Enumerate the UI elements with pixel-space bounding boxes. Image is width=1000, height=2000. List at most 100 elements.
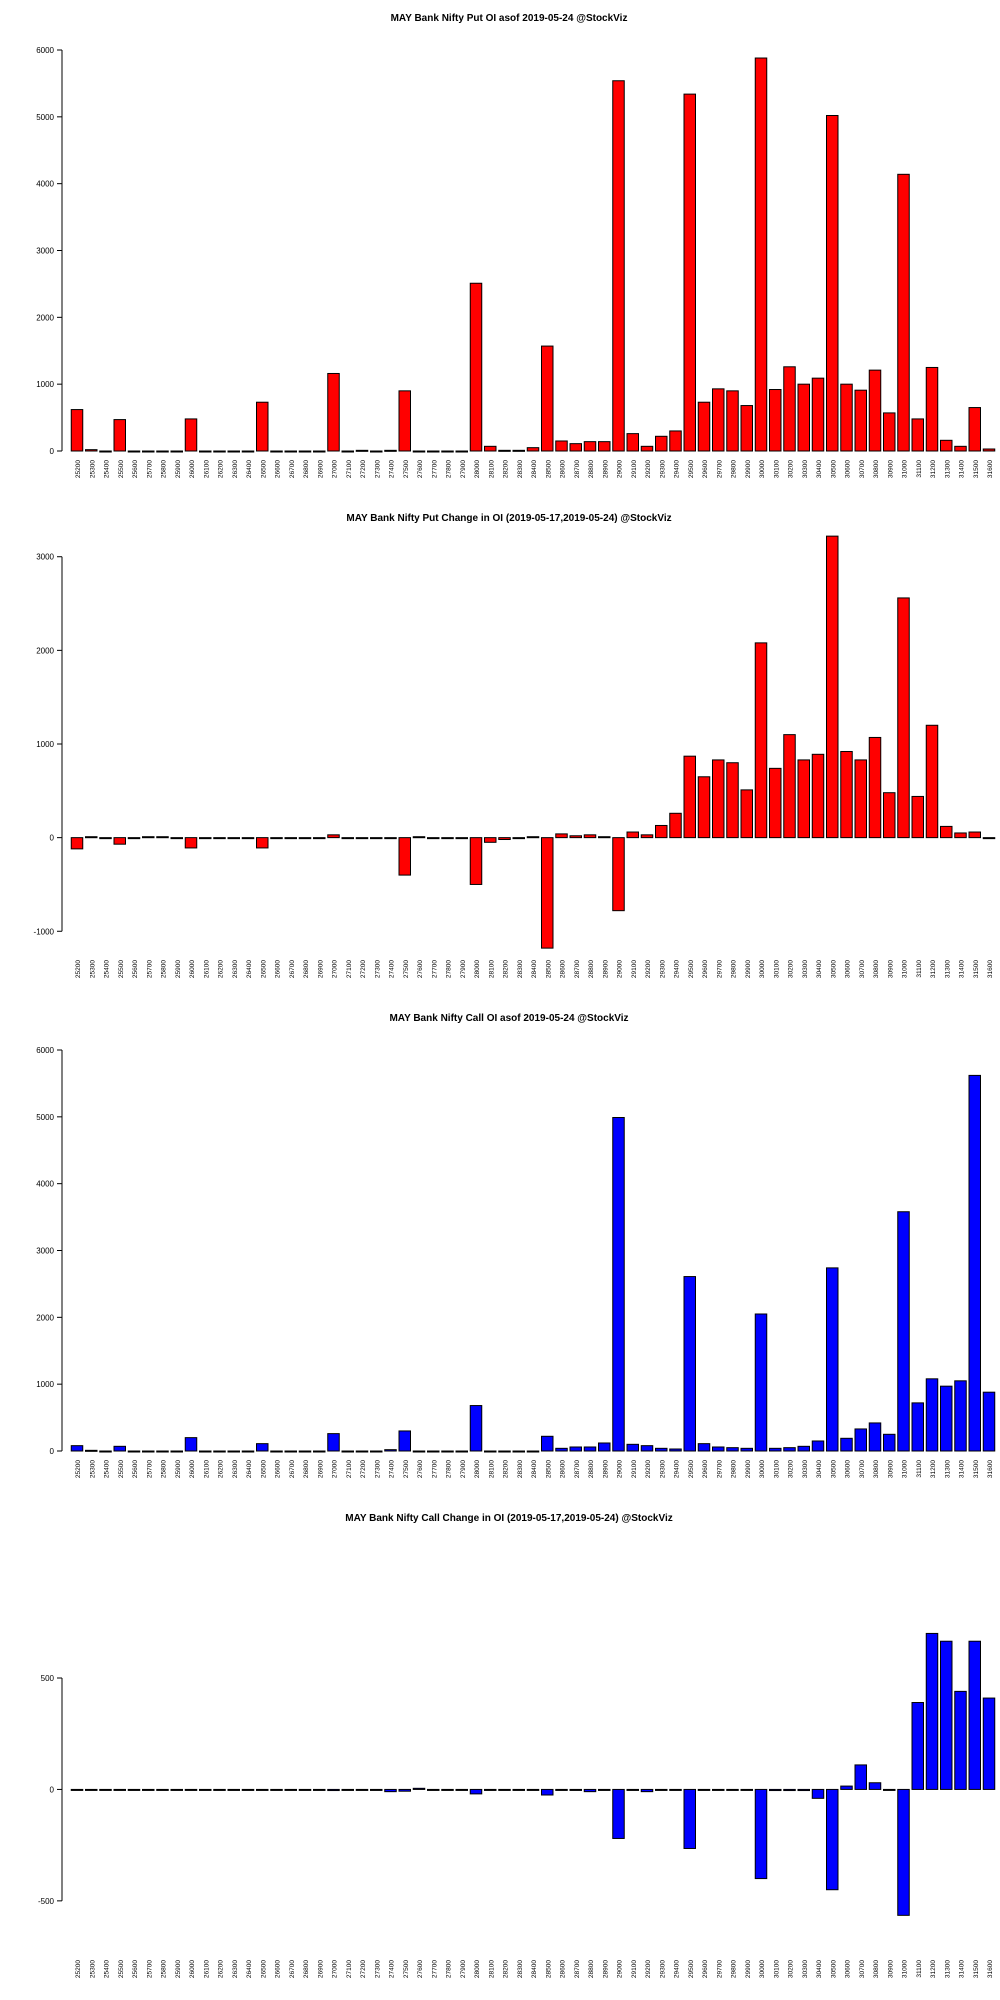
x-tick-label: 31200 xyxy=(930,960,937,978)
x-tick-label: 29700 xyxy=(716,1960,723,1978)
y-tick-label: 4000 xyxy=(36,1180,54,1189)
x-tick-label: 31000 xyxy=(902,960,909,978)
bar xyxy=(313,837,326,840)
x-tick-label: 30000 xyxy=(759,1460,766,1478)
x-tick-label: 25300 xyxy=(89,1460,96,1478)
bar xyxy=(655,824,668,839)
bar xyxy=(769,1788,782,1792)
bar xyxy=(740,789,753,839)
x-tick-label: 29800 xyxy=(731,460,738,478)
x-tick-label: 28400 xyxy=(531,460,538,478)
bar xyxy=(840,750,853,839)
x-tick-label: 26100 xyxy=(203,460,210,478)
x-tick-label: 28000 xyxy=(474,1960,481,1978)
x-tick-label: 26500 xyxy=(260,1960,267,1978)
x-tick-label: 27900 xyxy=(460,960,467,978)
x-tick-label: 26600 xyxy=(275,1960,282,1978)
x-tick-label: 31600 xyxy=(987,1960,994,1978)
x-tick-label: 27200 xyxy=(360,1460,367,1478)
bar xyxy=(769,1447,782,1452)
bar xyxy=(754,1313,768,1452)
x-tick-label: 26900 xyxy=(317,1960,324,1978)
bar xyxy=(170,837,183,840)
bar xyxy=(412,1450,426,1453)
bar xyxy=(954,832,967,839)
x-tick-label: 26200 xyxy=(218,1460,225,1478)
x-tick-label: 26300 xyxy=(232,1960,239,1978)
bar xyxy=(327,1788,340,1792)
bar xyxy=(811,1788,825,1799)
x-tick-label: 29000 xyxy=(617,1960,624,1978)
x-tick-label: 28300 xyxy=(517,460,524,478)
bar xyxy=(954,1690,967,1790)
x-tick-label: 29600 xyxy=(702,1460,709,1478)
bar xyxy=(156,836,169,839)
bar xyxy=(127,837,141,840)
bar xyxy=(826,1267,839,1452)
x-tick-label: 30300 xyxy=(802,1960,809,1978)
y-tick-label: 6000 xyxy=(36,1046,54,1055)
x-tick-label: 28300 xyxy=(517,1460,524,1478)
bar xyxy=(441,450,454,453)
bar xyxy=(184,837,198,849)
x-tick-label: 27900 xyxy=(460,1460,467,1478)
bar xyxy=(626,1788,639,1791)
x-tick-label: 25400 xyxy=(104,960,111,978)
x-tick-label: 30400 xyxy=(816,1960,823,1978)
x-tick-label: 31300 xyxy=(944,460,951,478)
x-tick-label: 25500 xyxy=(118,460,125,478)
x-tick-label: 25300 xyxy=(89,1960,96,1978)
x-tick-label: 29900 xyxy=(745,960,752,978)
bar xyxy=(925,1378,939,1452)
bar xyxy=(683,1276,696,1452)
bar xyxy=(412,450,426,453)
x-tick-label: 25400 xyxy=(104,460,111,478)
bar xyxy=(427,837,440,840)
x-tick-label: 27800 xyxy=(446,960,453,978)
x-tick-label: 26800 xyxy=(303,460,310,478)
bar xyxy=(712,388,725,452)
x-tick-label: 29200 xyxy=(645,1460,652,1478)
x-tick-label: 27600 xyxy=(417,960,424,978)
bar xyxy=(370,837,383,840)
bar xyxy=(484,1450,497,1453)
x-tick-label: 27400 xyxy=(389,1960,396,1978)
y-tick-label: 0 xyxy=(50,447,55,456)
x-tick-label: 30700 xyxy=(859,460,866,478)
bar xyxy=(640,834,654,839)
x-tick-label: 27400 xyxy=(389,960,396,978)
x-tick-label: 25900 xyxy=(175,960,182,978)
x-tick-label: 30500 xyxy=(830,1460,837,1478)
x-tick-label: 30900 xyxy=(887,1960,894,1978)
x-tick-label: 29600 xyxy=(702,460,709,478)
x-tick-label: 27300 xyxy=(374,1460,381,1478)
x-tick-label: 27300 xyxy=(374,960,381,978)
bar xyxy=(455,837,468,840)
x-tick-label: 28800 xyxy=(588,1460,595,1478)
bar xyxy=(897,1788,910,1916)
bar xyxy=(370,450,383,453)
bar xyxy=(241,1450,255,1453)
bar xyxy=(968,407,981,452)
x-tick-label: 26200 xyxy=(218,460,225,478)
x-tick-label: 29100 xyxy=(631,1460,638,1478)
bar xyxy=(227,1788,240,1791)
bar xyxy=(783,1788,796,1792)
bar xyxy=(85,836,98,839)
x-tick-label: 28100 xyxy=(488,960,495,978)
bar xyxy=(598,1442,611,1452)
bar xyxy=(355,1788,369,1791)
call-oi-chart: MAY Bank Nifty Call OI asof 2019-05-24 @… xyxy=(0,1000,1000,1500)
bar xyxy=(227,450,240,453)
x-tick-label: 26300 xyxy=(232,460,239,478)
bar xyxy=(712,1446,725,1452)
x-tick-label: 25800 xyxy=(161,1460,168,1478)
chart-title: MAY Bank Nifty Put OI asof 2019-05-24 @S… xyxy=(391,13,628,24)
x-tick-label: 28300 xyxy=(517,1960,524,1978)
x-tick-label: 27700 xyxy=(431,960,438,978)
x-tick-label: 30700 xyxy=(859,1460,866,1478)
x-tick-label: 29200 xyxy=(645,960,652,978)
x-tick-label: 29600 xyxy=(702,1960,709,1978)
bar xyxy=(940,825,953,839)
x-tick-label: 27300 xyxy=(374,1960,381,1978)
